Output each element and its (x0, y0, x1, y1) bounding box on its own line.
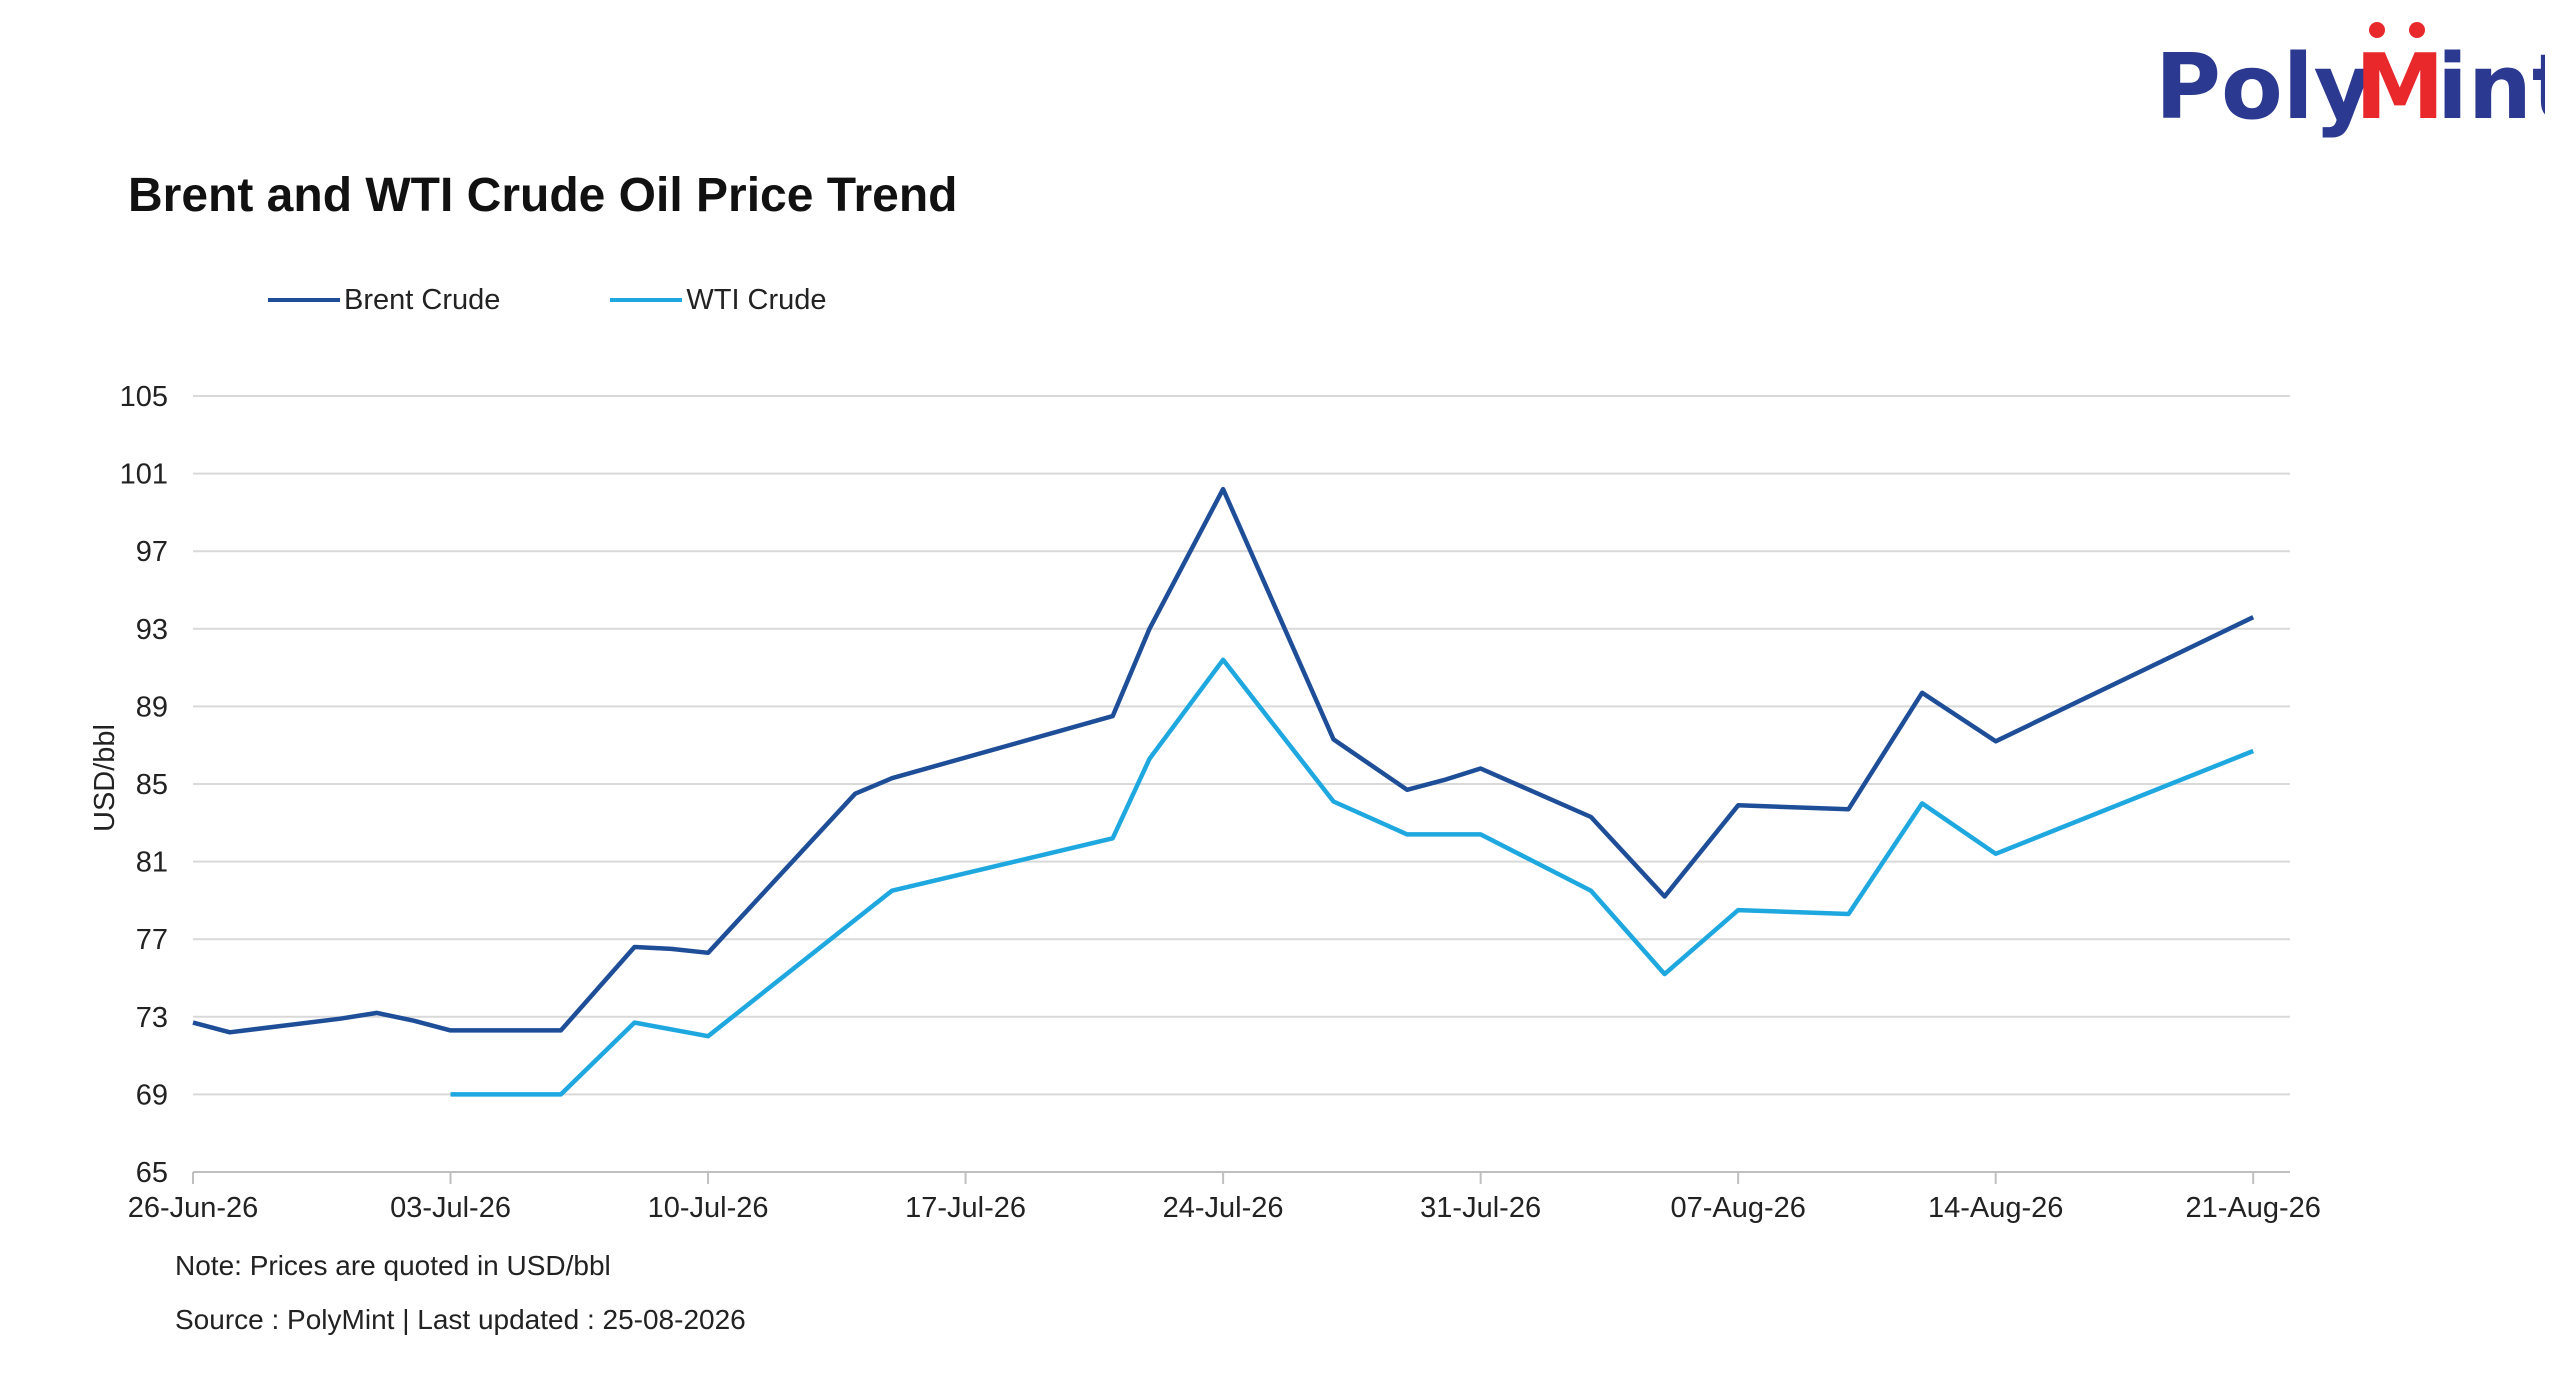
y-tick-label: 89 (136, 691, 168, 723)
price-note: Note: Prices are quoted in USD/bbl (175, 1250, 611, 1281)
x-tick-label: 10-Jul-26 (648, 1192, 769, 1224)
y-tick-label: 77 (136, 924, 168, 956)
legend-label-wti: WTI Crude (686, 283, 827, 316)
series-lines (192, 486, 2255, 1097)
brent-crude-line (192, 486, 2255, 1035)
x-tick-labels: 26-Jun-26 03-Jul-26 10-Jul-26 17-Jul-26 24-J… (128, 1172, 2321, 1224)
legend-swatch-brent (268, 298, 340, 302)
polymint-logo: Poly M int (2155, 22, 2545, 140)
x-tick-label: 07-Aug-26 (1670, 1192, 1805, 1224)
chart-title: Brent and WTI Crude Oil Price Trend (128, 169, 958, 222)
legend-item-brent: Brent Crude (268, 284, 500, 317)
x-tick-label: 21-Aug-26 (2185, 1192, 2320, 1224)
y-tick-label: 93 (136, 614, 168, 646)
y-tick-label: 65 (136, 1157, 168, 1189)
svg-text:Poly: Poly (2155, 35, 2372, 140)
y-tick-label: 69 (136, 1079, 168, 1111)
source-note: Source : PolyMint | Last updated : 25-08… (175, 1304, 746, 1335)
x-tick-label: 03-Jul-26 (390, 1192, 511, 1224)
y-tick-label: 73 (136, 1002, 168, 1034)
y-tick-label: 85 (136, 769, 168, 801)
y-tick-label: 105 (120, 381, 168, 413)
grid-lines (193, 395, 2290, 1173)
chart-legend: Brent Crude WTI Crude (268, 280, 937, 320)
y-tick-label: 81 (136, 847, 168, 879)
legend-swatch-wti (610, 298, 683, 302)
svg-text:M: M (2355, 35, 2445, 140)
y-tick-labels: 65 69 73 77 81 85 89 93 97 101 105 (120, 381, 168, 1189)
x-tick-label: 26-Jun-26 (128, 1192, 259, 1224)
x-tick-label: 14-Aug-26 (1928, 1192, 2063, 1224)
legend-item-wti: WTI Crude (610, 283, 827, 317)
x-tick-label: 31-Jul-26 (1420, 1192, 1541, 1224)
y-tick-label: 97 (136, 536, 168, 568)
wti-crude-line (450, 657, 2255, 1097)
legend-label-brent: Brent Crude (344, 283, 501, 316)
x-tick-label: 24-Jul-26 (1163, 1192, 1284, 1224)
y-axis-label: USD/bbl (89, 724, 121, 832)
y-tick-label: 101 (120, 459, 168, 491)
svg-text:int: int (2437, 35, 2545, 140)
x-tick-label: 17-Jul-26 (905, 1192, 1026, 1224)
